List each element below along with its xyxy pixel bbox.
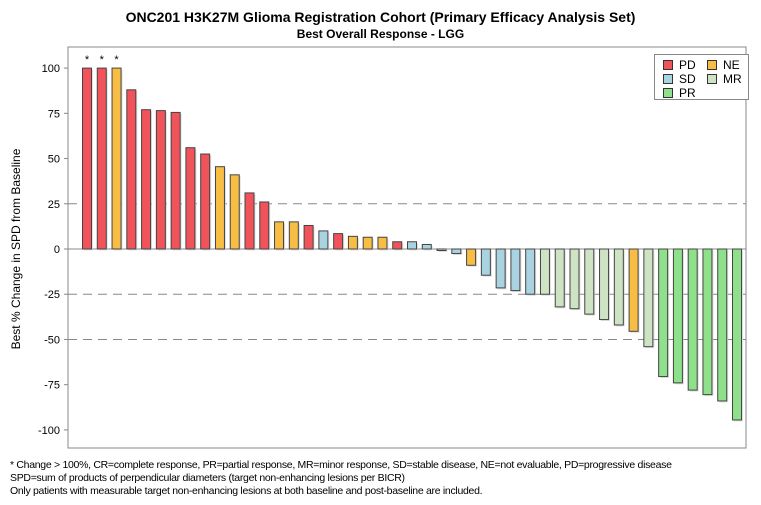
bar-sd	[495, 248, 506, 289]
legend-label: SD	[679, 72, 696, 86]
bar-ne	[362, 236, 373, 250]
bar-pd	[170, 111, 181, 250]
legend-item-mr: MR	[707, 72, 742, 86]
legend: PD NE SD MR PR	[654, 54, 749, 100]
bar-pd	[200, 153, 211, 250]
y-tick-label: 50	[48, 154, 60, 166]
bar-pr	[717, 248, 728, 402]
bar-ne	[466, 248, 477, 266]
bar-sd	[510, 248, 521, 292]
legend-swatch-ne	[707, 60, 717, 70]
y-tick-label: -50	[44, 334, 60, 346]
legend-item-sd: SD	[663, 72, 696, 86]
bar-pr	[687, 248, 698, 391]
legend-item-pd: PD	[663, 58, 696, 72]
bar-ne	[111, 67, 122, 250]
bar-pd	[303, 224, 314, 250]
bar-mr	[554, 248, 565, 308]
y-tick-label: -100	[38, 425, 60, 437]
bar-pr	[732, 248, 742, 421]
legend-item-ne: NE	[707, 58, 740, 72]
bar-ne	[229, 174, 240, 250]
footnote: Only patients with measurable target non…	[10, 485, 483, 497]
bar-mr	[539, 248, 550, 295]
bar-mr	[584, 248, 595, 315]
bar-pr	[702, 248, 713, 396]
legend-label: NE	[723, 58, 740, 72]
y-tick-label: -75	[44, 380, 60, 392]
bar-pd	[126, 89, 137, 250]
bar-ne	[628, 248, 639, 332]
footnote: * Change > 100%, CR=complete response, P…	[10, 459, 672, 471]
plot-frame	[67, 46, 747, 449]
bar-shadow	[438, 250, 448, 252]
bar-pr	[658, 248, 669, 378]
bar-mr	[436, 248, 447, 251]
legend-item-pr: PR	[663, 86, 696, 100]
bar-pr	[672, 248, 683, 384]
bar-pd	[185, 147, 196, 250]
bar-ne	[377, 236, 388, 250]
legend-label: PR	[679, 86, 696, 100]
bar-sd	[421, 243, 432, 250]
bar-sd	[318, 230, 329, 250]
y-axis-label: Best % Change in SPD from Baseline	[9, 148, 23, 349]
legend-swatch-mr	[707, 74, 717, 84]
chart-title: ONC201 H3K27M Glioma Registration Cohort…	[125, 9, 636, 25]
bar-mr	[569, 248, 580, 310]
bar-pd	[333, 233, 344, 250]
bar-pd	[155, 110, 166, 250]
legend-label: MR	[723, 72, 742, 86]
y-tick-label: 25	[48, 199, 60, 211]
bar-sd	[451, 248, 462, 255]
bar-mr	[613, 248, 624, 326]
bar-ne	[274, 221, 285, 250]
bar-pd	[244, 192, 255, 250]
annotation-asterisk: *	[114, 54, 119, 66]
bar-mr	[643, 248, 654, 348]
bar-sd	[525, 248, 536, 295]
bar-sd	[407, 241, 417, 250]
bar-pd	[96, 67, 107, 250]
legend-swatch-pr	[663, 88, 673, 98]
annotation-asterisk: *	[85, 54, 90, 66]
y-tick-label: 100	[42, 63, 60, 75]
bar-ne	[214, 166, 225, 250]
y-tick-label: -25	[44, 289, 60, 301]
bar-ne	[347, 235, 358, 250]
bar-ne	[288, 221, 299, 250]
bar-pd	[259, 201, 270, 250]
bar-sd	[480, 248, 491, 276]
y-tick-label: 75	[48, 108, 60, 120]
y-tick-label: 0	[54, 244, 60, 256]
bar-pd	[392, 241, 403, 250]
legend-label: PD	[679, 58, 696, 72]
annotation-asterisk: *	[100, 54, 105, 66]
bar-pd	[82, 67, 92, 250]
legend-swatch-pd	[663, 60, 673, 70]
footnote: SPD=sum of products of perpendicular dia…	[10, 472, 405, 484]
bar-mr	[599, 248, 610, 321]
chart-subtitle: Best Overall Response - LGG	[296, 27, 465, 41]
bar-pd	[141, 109, 152, 250]
legend-swatch-sd	[663, 74, 673, 84]
